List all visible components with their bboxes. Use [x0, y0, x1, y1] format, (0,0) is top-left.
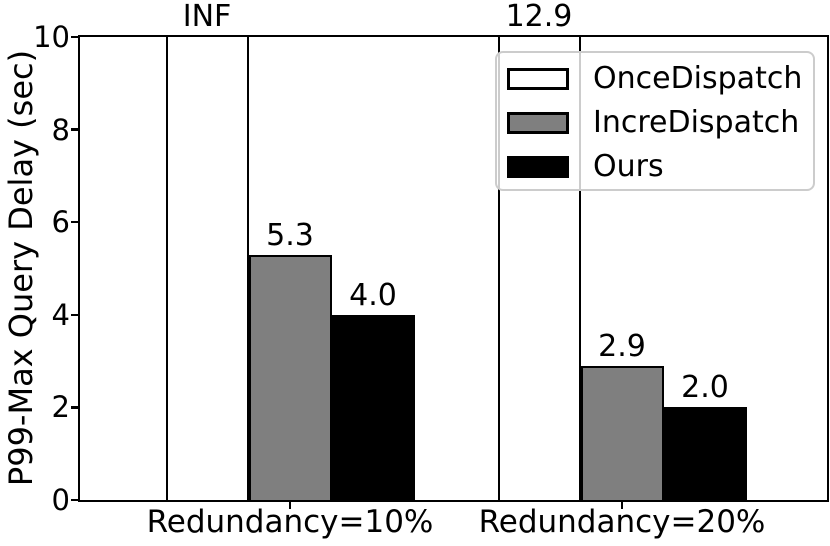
legend-swatch-ours: [507, 156, 569, 178]
y-tick-label-10: 10: [33, 20, 70, 54]
y-axis-label: P99-Max Query Delay (sec): [2, 49, 40, 487]
x-tick-label-redundancy-10: Redundancy=10%: [146, 504, 434, 540]
bar-ours-redundancy-20: [663, 407, 747, 500]
bar-ours-redundancy-10: [331, 314, 415, 500]
x-tick-label-redundancy-20: Redundancy=20%: [478, 504, 766, 540]
plot-area: OnceDispatch IncreDispatch Ours: [78, 35, 829, 502]
legend-item-ours: Ours: [507, 145, 803, 189]
bar-incredispatch-redundancy-20: [580, 365, 664, 500]
legend-swatch-oncedispatch: [507, 68, 569, 90]
bar-value-label-oncedispatch-redundancy-10: INF: [182, 0, 232, 34]
y-tick-label-0: 0: [51, 483, 70, 517]
legend-label-incredispatch: IncreDispatch: [593, 105, 800, 140]
legend-item-incredispatch: IncreDispatch: [507, 101, 803, 145]
legend-label-ours: Ours: [593, 149, 664, 184]
bar-value-label-oncedispatch-redundancy-20: 12.9: [505, 0, 573, 34]
bar-oncedispatch-redundancy-10: [165, 37, 249, 500]
bars-layer: [80, 37, 827, 500]
legend-item-oncedispatch: OnceDispatch: [507, 57, 803, 101]
bar-incredispatch-redundancy-10: [248, 254, 332, 500]
legend-swatch-incredispatch: [507, 112, 569, 134]
legend-label-oncedispatch: OnceDispatch: [593, 61, 803, 96]
legend: OnceDispatch IncreDispatch Ours: [495, 51, 815, 191]
